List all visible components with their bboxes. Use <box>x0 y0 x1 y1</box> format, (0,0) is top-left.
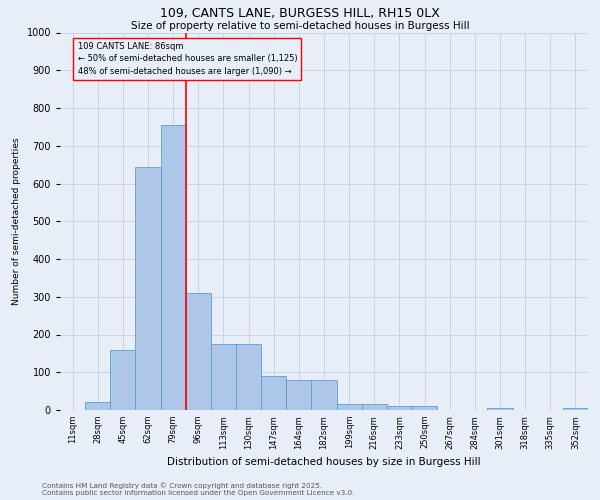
Bar <box>387 406 412 410</box>
Text: 109, CANTS LANE, BURGESS HILL, RH15 0LX: 109, CANTS LANE, BURGESS HILL, RH15 0LX <box>160 8 440 20</box>
Bar <box>186 293 211 410</box>
Text: Size of property relative to semi-detached houses in Burgess Hill: Size of property relative to semi-detach… <box>131 21 469 31</box>
Bar <box>136 166 161 410</box>
Bar <box>236 344 261 410</box>
Bar <box>110 350 136 410</box>
Bar <box>85 402 110 410</box>
Text: 109 CANTS LANE: 86sqm
← 50% of semi-detached houses are smaller (1,125)
48% of s: 109 CANTS LANE: 86sqm ← 50% of semi-deta… <box>77 42 297 76</box>
Bar <box>563 408 588 410</box>
Text: Contains HM Land Registry data © Crown copyright and database right 2025.: Contains HM Land Registry data © Crown c… <box>42 482 322 489</box>
Bar <box>286 380 311 410</box>
Bar <box>261 376 286 410</box>
Bar <box>487 408 512 410</box>
Bar <box>211 344 236 410</box>
X-axis label: Distribution of semi-detached houses by size in Burgess Hill: Distribution of semi-detached houses by … <box>167 457 481 467</box>
Bar <box>337 404 362 410</box>
Bar <box>311 380 337 410</box>
Bar <box>362 404 387 410</box>
Text: Contains public sector information licensed under the Open Government Licence v3: Contains public sector information licen… <box>42 490 355 496</box>
Y-axis label: Number of semi-detached properties: Number of semi-detached properties <box>12 138 21 305</box>
Bar <box>161 125 186 410</box>
Bar <box>412 406 437 410</box>
